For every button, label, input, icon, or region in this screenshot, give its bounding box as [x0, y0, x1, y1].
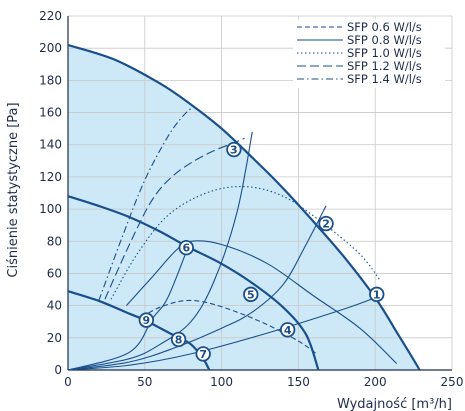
marker-circle: [170, 331, 187, 348]
legend-label: SFP 1.4 W/l/s: [347, 72, 422, 86]
operating-point-markers: 1 2 3 4 5 6 7 8 9: [138, 141, 385, 362]
legend-label: SFP 0.8 W/l/s: [347, 33, 422, 47]
y-tick-label: 120: [39, 170, 62, 184]
x-tick-label: 50: [137, 375, 152, 389]
marker-circle: [195, 346, 211, 362]
marker-circle: [318, 215, 334, 232]
y-tick-label: 160: [39, 106, 62, 120]
y-axis-label: Ciśnienie statystyczne [Pa]: [6, 102, 21, 277]
operating-point-marker: 7: [195, 346, 211, 362]
x-tick-label: 0: [64, 375, 72, 389]
system-curve: [67, 295, 380, 371]
y-tick-label: 20: [47, 331, 62, 345]
x-tick-label: 100: [210, 375, 233, 389]
legend-label: SFP 1.0 W/l/s: [347, 46, 422, 60]
marker-circle: [279, 322, 296, 338]
marker-circle: [369, 286, 385, 303]
legend-label: SFP 0.6 W/l/s: [347, 20, 422, 34]
y-tick-label: 0: [54, 363, 62, 377]
marker-circle: [226, 141, 242, 158]
y-tick-label: 180: [39, 73, 62, 87]
sfp-line: [110, 185, 381, 300]
operating-point-marker: 9: [138, 312, 155, 328]
marker-circle: [178, 240, 194, 256]
x-tick-label: 250: [441, 375, 464, 389]
marker-label: 9: [143, 314, 151, 327]
grid: [67, 15, 453, 371]
marker-label: 6: [182, 242, 190, 255]
marker-label: 2: [322, 218, 330, 231]
y-tick-label: 80: [47, 234, 62, 248]
operating-point-marker: 4: [279, 322, 296, 338]
marker-label: 4: [284, 324, 292, 337]
legend-label: SFP 1.2 W/l/s: [347, 59, 422, 73]
y-tick-label: 200: [39, 41, 62, 55]
y-tick-label: 220: [39, 9, 62, 23]
operating-area-fill: [68, 45, 420, 370]
marker-circle: [138, 312, 155, 328]
marker-circle: [243, 286, 259, 303]
marker-label: 8: [175, 333, 183, 346]
x-axis-label: Wydajność [m³/h]: [337, 397, 452, 411]
x-tick-label: 200: [364, 375, 387, 389]
system-curve: [67, 205, 327, 371]
operating-area: [68, 45, 420, 370]
y-tick-label: 100: [39, 202, 62, 216]
y-tick-label: 60: [47, 266, 62, 280]
tick-labels: 0 50 100 150 200 250 0 20 40 60 80 100 120 140 160 180 2…: [39, 9, 463, 389]
sfp-line: [141, 299, 318, 355]
sfp-line: [98, 105, 195, 301]
y-tick-label: 40: [47, 299, 62, 313]
fan-curve: [67, 195, 320, 371]
operating-point-marker: 8: [170, 331, 187, 348]
operating-point-marker: 6: [178, 240, 194, 256]
axes: [67, 16, 452, 371]
operating-point-marker: 5: [243, 286, 259, 303]
system-curve: [67, 131, 253, 371]
operating-point-marker: 3: [226, 141, 242, 158]
marker-label: 7: [199, 348, 207, 361]
sfp-line: [125, 240, 398, 364]
marker-label: 5: [247, 288, 255, 301]
operating-point-marker: 1: [369, 286, 385, 303]
marker-label: 1: [373, 288, 381, 301]
operating-point-marker: 2: [318, 215, 334, 232]
marker-label: 3: [230, 144, 238, 157]
y-tick-label: 140: [39, 138, 62, 152]
x-tick-label: 150: [287, 375, 310, 389]
